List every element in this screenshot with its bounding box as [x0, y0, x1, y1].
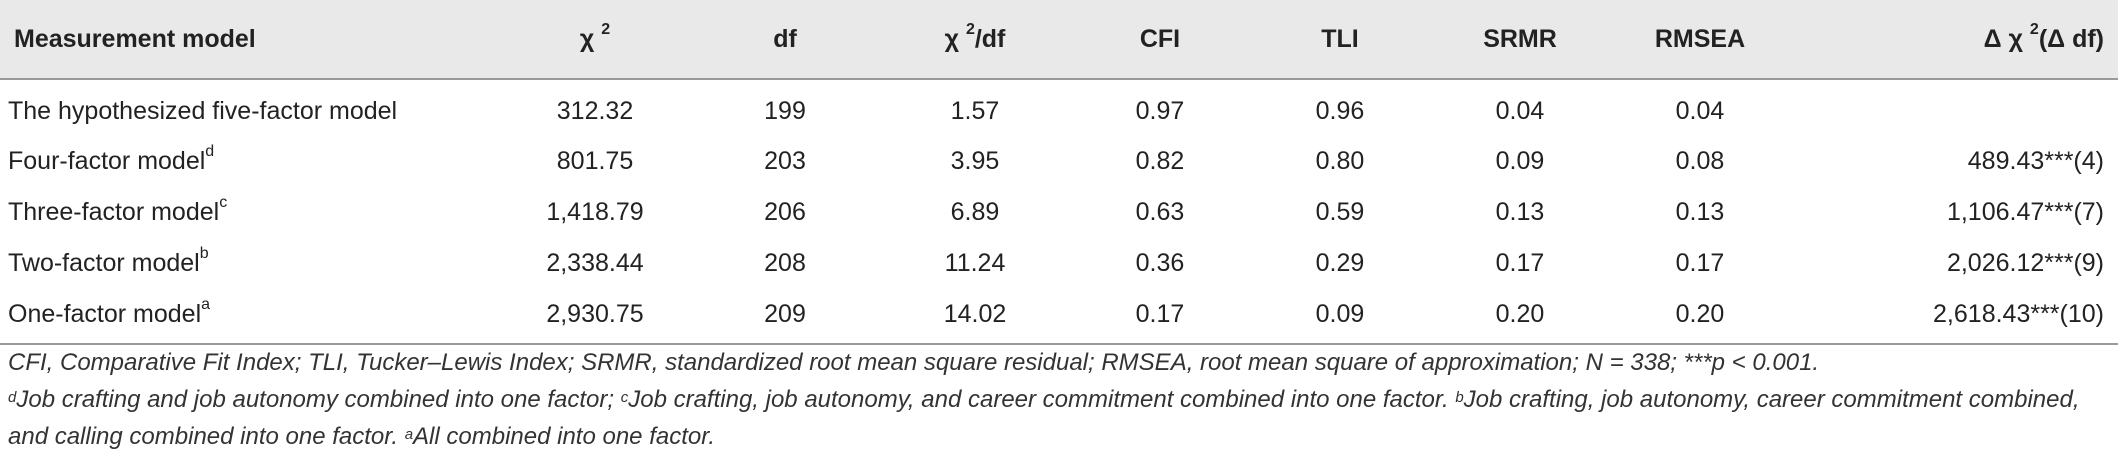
cell-tli: 0.59 [1315, 198, 1365, 226]
cell-model: Two-factor modelb [8, 245, 209, 277]
footnote-c-text: Job crafting, job autonomy, and career c… [628, 386, 1456, 413]
cell-srmr: 0.09 [1495, 147, 1545, 175]
table-row: Three-factor modelc 1,418.79 206 6.89 0.… [0, 187, 2118, 238]
cell-srmr: 0.20 [1430, 289, 1610, 345]
cell-delta-chi2: 2,618.43***(10) [1790, 289, 2118, 345]
cell-chi2: 2,930.75 [500, 289, 690, 345]
footnote-mark-c: c [620, 389, 629, 406]
header-chi2: χ 2 [500, 0, 690, 80]
footnote-mark-b: b [1455, 389, 1464, 406]
cell-chi2-df: 6.89 [950, 198, 1000, 226]
cell-cfi: 0.36 [1135, 249, 1185, 277]
cell-srmr: 0.13 [1495, 198, 1545, 226]
cell-rmsea: 0.17 [1675, 249, 1725, 277]
header-chi2-df: χ 2/df [880, 0, 1070, 80]
header-srmr: SRMR [1430, 0, 1610, 80]
cell-chi2: 801.75 [556, 147, 634, 175]
cell-chi2-df: 14.02 [880, 289, 1070, 345]
cell-delta-chi2: 1,106.47***(7) [1946, 198, 2104, 226]
cell-cfi: 0.17 [1070, 289, 1250, 345]
header-row: Measurement model χ 2 df χ 2/df CFI TLI … [0, 0, 2118, 80]
cell-tli: 0.09 [1250, 289, 1430, 345]
cell-rmsea: 0.20 [1610, 289, 1790, 345]
table-row: Four-factor modeld 801.75 203 3.95 0.82 … [0, 136, 2118, 187]
cell-chi2-df: 3.95 [950, 147, 1000, 175]
cell-model: The hypothesized five-factor model [8, 96, 398, 125]
cell-srmr: 0.17 [1495, 249, 1545, 277]
cell-srmr: 0.04 [1495, 96, 1545, 125]
cell-chi2-df: 11.24 [944, 249, 1006, 277]
cell-df: 209 [690, 289, 880, 345]
footnote-d-text: Job crafting and job autonomy combined i… [16, 386, 621, 413]
cell-df: 203 [764, 147, 806, 175]
footnote-mark-a: a [404, 426, 414, 443]
table-row: Two-factor modelb 2,338.44 208 11.24 0.3… [0, 238, 2118, 289]
header-measurement-model: Measurement model [0, 0, 500, 80]
table-row: One-factor modela 2,930.75 209 14.02 0.1… [0, 289, 2118, 345]
header-tli: TLI [1250, 0, 1430, 80]
cell-tli: 0.80 [1315, 147, 1365, 175]
model-fit-table: Measurement model χ 2 df χ 2/df CFI TLI … [0, 0, 2118, 345]
table-row: The hypothesized five-factor model 312.3… [0, 79, 2118, 136]
cell-df: 206 [764, 198, 806, 226]
footnote-model-definitions: dJob crafting and job autonomy combined … [8, 381, 2112, 455]
cell-df: 199 [764, 96, 806, 125]
footnote-b-text: Job crafting, job autonomy, career commi… [8, 386, 2080, 450]
cell-df: 208 [764, 249, 806, 277]
cell-rmsea: 0.04 [1675, 96, 1725, 125]
cell-model: Three-factor modelc [8, 194, 228, 226]
footnote-mark-d: d [8, 389, 17, 406]
cell-tli: 0.29 [1315, 249, 1365, 277]
header-df: df [690, 0, 880, 80]
cell-rmsea: 0.13 [1675, 198, 1725, 226]
cell-delta-chi2: 489.43***(4) [1967, 147, 2104, 175]
cell-model: One-factor modela [0, 289, 500, 345]
cell-chi2: 312.32 [556, 96, 634, 125]
cell-delta-chi2: 2,026.12***(9) [1946, 249, 2104, 277]
cell-chi2: 2,338.44 [546, 249, 644, 277]
cell-cfi: 0.97 [1135, 96, 1185, 125]
cell-tli: 0.96 [1315, 96, 1365, 125]
header-delta-chi2: Δ χ 2(Δ df) [1790, 0, 2118, 80]
header-cfi: CFI [1070, 0, 1250, 80]
table-footnotes: CFI, Comparative Fit Index; TLI, Tucker–… [8, 344, 2112, 455]
footnote-abbreviations: CFI, Comparative Fit Index; TLI, Tucker–… [8, 349, 1820, 376]
cell-rmsea: 0.08 [1675, 147, 1725, 175]
header-rmsea: RMSEA [1610, 0, 1790, 80]
cell-delta-chi2 [1790, 79, 2118, 136]
cell-chi2-df: 1.57 [950, 96, 1000, 125]
footnote-a-text: All combined into one factor. [413, 423, 715, 450]
cell-model: Four-factor modeld [8, 143, 215, 175]
cell-cfi: 0.82 [1135, 147, 1185, 175]
cell-chi2: 1,418.79 [546, 198, 644, 226]
cell-cfi: 0.63 [1135, 198, 1185, 226]
